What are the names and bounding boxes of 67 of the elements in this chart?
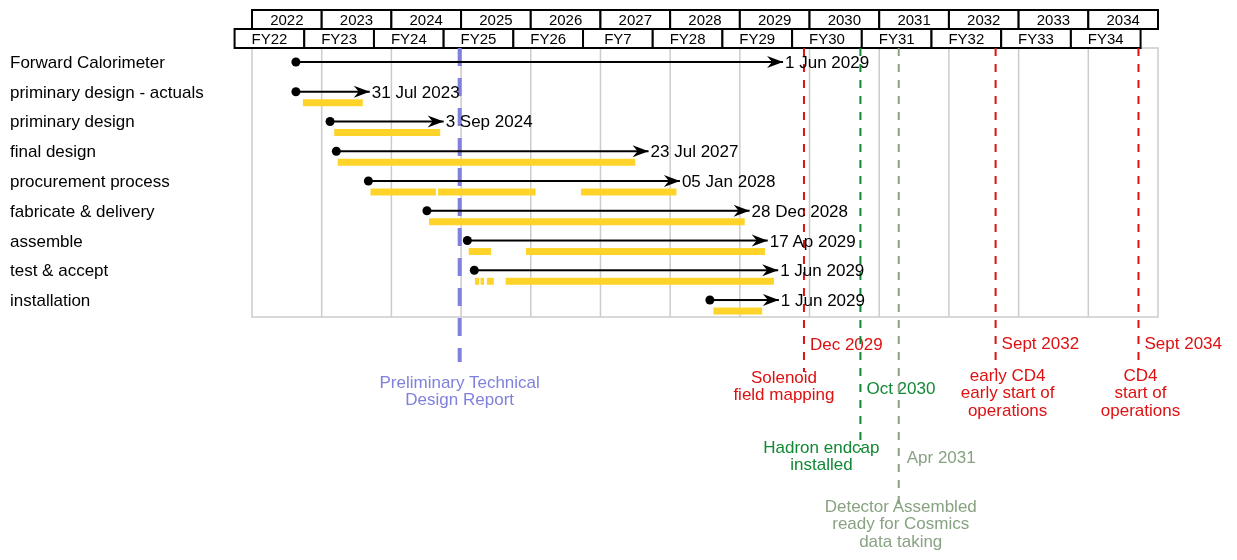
y-tick-label: priminary design - actuals	[10, 82, 204, 102]
text: Detector Assembled ready for Cosmics data taking	[824, 497, 977, 551]
y-tick-label: assemble	[10, 231, 83, 251]
text: FY24	[390, 30, 427, 47]
text: FY31	[878, 30, 915, 47]
x-tick-label: 2028	[688, 11, 722, 28]
bar	[429, 218, 745, 226]
x-tick-label: 2033	[1036, 11, 1071, 28]
y-tick-label: fabricate & delivery	[10, 201, 156, 221]
text: FY7	[604, 30, 632, 47]
text: FY32	[948, 30, 985, 47]
x-tick-label: 2022	[270, 11, 304, 28]
x-tick-label: 2027	[618, 11, 652, 28]
annotation: 05 Jan 2028	[681, 172, 776, 192]
annotation: 23 Jul 2027	[650, 142, 739, 162]
ref-line-label: Sept 2034	[1144, 334, 1222, 353]
x-tick-label: 2026	[548, 11, 583, 28]
bar	[370, 188, 436, 196]
bar	[302, 99, 363, 107]
x-tick-label: 2029	[758, 11, 792, 28]
annotation: 1 Jun 2029	[785, 52, 870, 72]
annotation: 28 Dec 2028	[751, 201, 849, 221]
bar	[486, 277, 494, 285]
x-tick-label: 2030	[827, 11, 862, 28]
ref-line-label: Oct 2030	[866, 379, 936, 398]
x-tick-label: 2023	[339, 11, 374, 28]
ref-line-label: Preliminary Technical Design Report	[379, 373, 540, 410]
ref-line-label: Apr 2031	[906, 448, 976, 467]
x-tick-label: 2024	[409, 11, 443, 28]
annotation: 3 Sep 2024	[445, 112, 533, 132]
annotation: 17 Ap 2029	[769, 231, 856, 251]
text: early CD4 early start of operations	[960, 366, 1055, 420]
text: FY22	[251, 30, 288, 47]
bar	[438, 188, 536, 196]
y-tick-label: test & accept	[10, 261, 109, 281]
x-tick-label: 2032	[967, 11, 1001, 28]
text: Solenoid field mapping	[733, 368, 835, 405]
y-tick-label: installation	[10, 291, 91, 311]
ref-line-label: Sept 2032	[1001, 334, 1080, 353]
bar	[713, 307, 763, 315]
y-tick-label: priminary design	[10, 112, 135, 132]
text: CD4 start of operations	[1100, 366, 1181, 420]
y-tick-label: Forward Calorimeter	[10, 52, 166, 72]
bar	[525, 248, 765, 256]
text: FY25	[460, 30, 497, 47]
annotation: 1 Jun 2029	[780, 261, 865, 281]
bar	[337, 158, 636, 166]
text: FY23	[321, 30, 358, 47]
x-tick-label: 2034	[1106, 11, 1140, 28]
bar	[334, 129, 441, 136]
x-tick-label: 2031	[897, 11, 931, 28]
text: FY30	[809, 30, 845, 47]
text: Hadron endcap installed	[763, 438, 880, 475]
annotation: 1 Jun 2029	[780, 291, 866, 311]
text: FY28	[669, 30, 706, 47]
text: FY33	[1018, 30, 1054, 47]
bar	[580, 188, 677, 196]
bar	[505, 277, 774, 285]
x-tick-label: 2025	[479, 11, 513, 28]
text: FY26	[530, 30, 567, 47]
bar	[468, 248, 492, 256]
text: FY34	[1087, 30, 1124, 47]
y-tick-label: procurement process	[10, 172, 170, 192]
ref-line-label: Dec 2029	[809, 335, 883, 354]
annotation: 31 Jul 2023	[371, 82, 460, 102]
text: FY29	[739, 30, 776, 47]
y-tick-label: final design	[10, 142, 97, 162]
